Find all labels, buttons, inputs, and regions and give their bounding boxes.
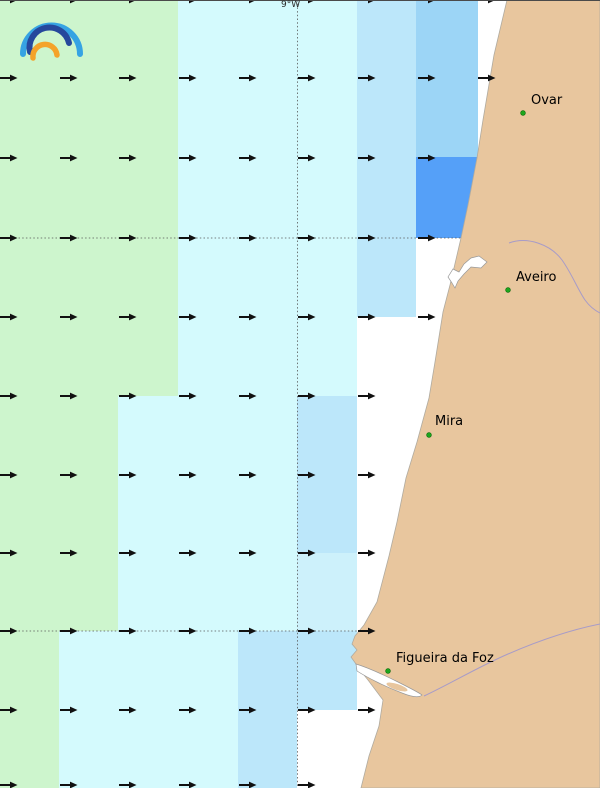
city-dot-aveiro [505,287,511,293]
flow-arrow-east [0,627,18,635]
flow-arrow-east [358,549,376,557]
flow-arrow-east [358,471,376,479]
flow-arrow-east [418,154,436,162]
flow-arrow-east [298,549,316,557]
flow-arrow-east [119,392,137,400]
flow-arrow-east [179,154,197,162]
city-dot-ovar [520,110,526,116]
flow-arrow-east [179,627,197,635]
flow-arrow-east [60,627,78,635]
flow-arrow-east [119,154,137,162]
flow-arrow-east [298,313,316,321]
flow-arrow-east [60,234,78,242]
flow-arrow-east [60,549,78,557]
land-coastline [350,0,600,788]
flow-arrow-east [119,781,137,788]
flow-arrow-east [60,706,78,714]
flow-arrow-east [358,706,376,714]
rainbow-logo[interactable] [20,22,83,61]
wave-cell [59,631,238,788]
flow-arrow-east [0,781,18,788]
wave-cell [297,631,357,710]
flow-arrow-east [358,627,376,635]
flow-arrow-east [298,706,316,714]
flow-arrow-east [60,313,78,321]
flow-arrow-east [0,549,18,557]
flow-arrow-east [179,781,197,788]
wave-cell [0,0,178,396]
flow-arrow-east [418,234,436,242]
flow-arrow-east [179,706,197,714]
flow-arrow-east [418,313,436,321]
flow-arrow-east [119,74,137,82]
flow-arrow-east [0,471,18,479]
flow-arrow-east [298,234,316,242]
flow-arrow-east [119,471,137,479]
flow-arrow-east [179,234,197,242]
flow-arrow-east [298,781,316,788]
wave-cell [0,396,118,631]
flow-arrow-east [179,392,197,400]
flow-arrow-east [0,154,18,162]
estuary-island [386,682,408,692]
city-dot-figueira-da-foz [385,668,391,674]
flow-arrow-east [298,154,316,162]
city-dot-mira [426,432,432,438]
wave-cell [297,553,357,631]
flow-arrow-east [179,549,197,557]
wave-cell [178,0,357,396]
flow-arrow-east [179,471,197,479]
flow-arrow-east [358,234,376,242]
flow-arrow-east [239,627,257,635]
flow-arrow-east [239,313,257,321]
flow-arrow-east [119,313,137,321]
flow-arrow-east [239,392,257,400]
flow-arrow-east [418,74,436,82]
flow-arrow-east [119,627,137,635]
flow-arrow-east [0,392,18,400]
wave-cell [118,396,297,631]
flow-arrow-east [298,74,316,82]
river-line [423,623,600,697]
flow-arrow-east [0,706,18,714]
flow-arrow-east [60,781,78,788]
flow-arrow-east [0,234,18,242]
flow-arrow-east [358,313,376,321]
flow-arrow-east [0,313,18,321]
flow-arrow-east [60,471,78,479]
flow-arrow-east [239,706,257,714]
flow-arrow-east [358,392,376,400]
flow-arrow-east [478,74,496,82]
flow-arrow-east [298,627,316,635]
flow-arrow-east [60,392,78,400]
flow-arrow-east [119,234,137,242]
flow-arrow-east [239,234,257,242]
flow-arrow-east [0,74,18,82]
flow-arrow-east [239,154,257,162]
flow-arrow-east [298,392,316,400]
aveiro-lagoon [447,255,488,289]
flow-arrow-east [239,549,257,557]
flow-arrow-east [179,74,197,82]
flow-arrow-east [119,549,137,557]
flow-arrow-east [239,781,257,788]
flow-arrow-east [358,74,376,82]
flow-arrow-east [239,74,257,82]
flow-arrow-east [239,471,257,479]
flow-arrow-east [179,313,197,321]
river-line [508,240,600,314]
flow-arrow-east [119,706,137,714]
flow-arrow-east [358,154,376,162]
flow-arrow-east [60,154,78,162]
flow-arrow-east [298,471,316,479]
flow-arrow-east [60,74,78,82]
